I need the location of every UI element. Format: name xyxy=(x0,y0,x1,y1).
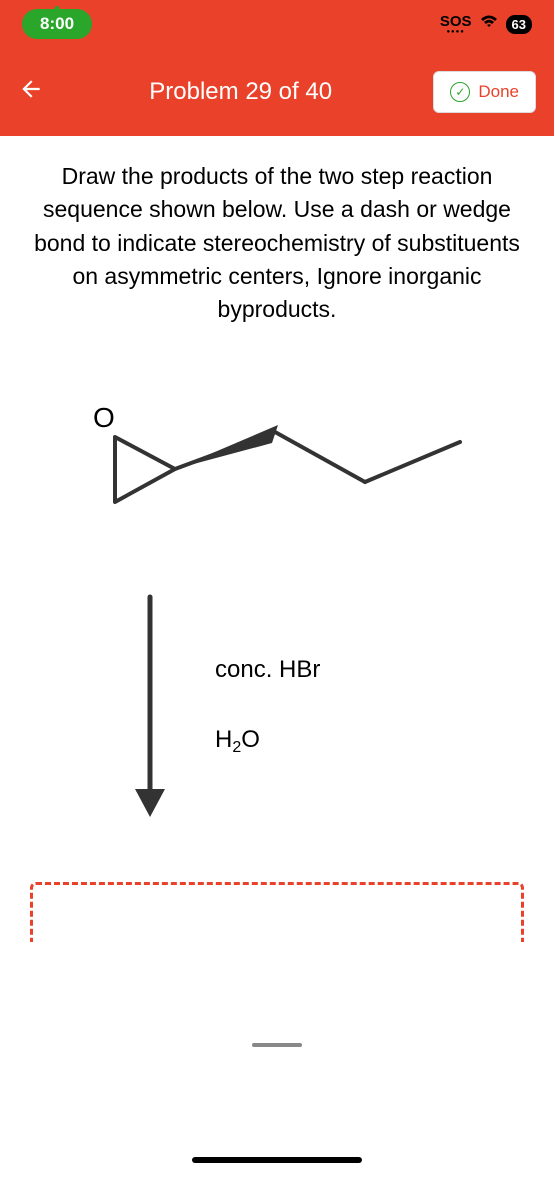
check-icon: ✓ xyxy=(450,82,470,102)
question-text: Draw the products of the two step reacti… xyxy=(30,160,524,327)
time-pill[interactable]: 8:00 xyxy=(22,9,92,39)
reagent-2: H2O xyxy=(215,726,260,756)
status-right: SOS ●●●● 63 xyxy=(440,14,532,35)
sos-indicator: SOS ●●●● xyxy=(440,14,472,35)
reagent-1: conc. HBr xyxy=(215,656,320,683)
home-indicator[interactable] xyxy=(192,1157,362,1163)
content-area: Draw the products of the two step reacti… xyxy=(0,136,554,327)
wifi-icon xyxy=(480,15,498,33)
done-button[interactable]: ✓ Done xyxy=(433,71,536,113)
drag-handle[interactable] xyxy=(252,1043,302,1047)
time-text: 8:00 xyxy=(40,14,74,33)
battery-pill: 63 xyxy=(506,15,532,34)
answer-dropzone[interactable] xyxy=(30,882,524,942)
done-label: Done xyxy=(478,82,519,102)
page-title: Problem 29 of 40 xyxy=(60,78,421,106)
sos-text: SOS xyxy=(440,14,472,29)
sos-dots: ●●●● xyxy=(446,29,465,35)
reaction-diagram: O conc. HBr H2O xyxy=(0,327,554,882)
status-bar: 8:00 SOS ●●●● 63 xyxy=(0,0,554,48)
toolbar-overlay xyxy=(0,1005,554,1200)
oxygen-label: O xyxy=(93,402,115,433)
nav-bar: Problem 29 of 40 ✓ Done xyxy=(0,48,554,136)
back-button[interactable] xyxy=(18,76,48,109)
